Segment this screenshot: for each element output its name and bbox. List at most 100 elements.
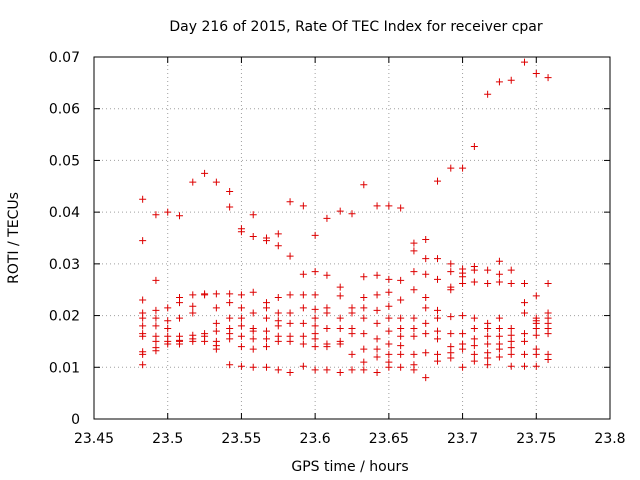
data-point-marker [484, 90, 492, 98]
data-point-marker [311, 366, 319, 374]
data-point-marker [397, 350, 405, 358]
data-point-marker [447, 354, 455, 362]
data-point-marker [470, 335, 478, 343]
data-point-marker [484, 361, 492, 369]
data-point-marker [249, 232, 257, 240]
data-point-marker [385, 340, 393, 348]
data-point-marker [422, 293, 430, 301]
data-point-marker [495, 332, 503, 340]
data-point-marker [212, 304, 220, 312]
data-point-marker [176, 340, 184, 348]
data-point-marker [544, 330, 552, 338]
data-point-marker [410, 239, 418, 247]
data-point-marker [336, 368, 344, 376]
data-point-marker [507, 362, 515, 370]
data-point-marker [336, 314, 344, 322]
data-point-marker [286, 291, 294, 299]
data-point-marker [434, 335, 442, 343]
data-point-marker [299, 362, 307, 370]
data-point-marker [249, 288, 257, 296]
data-point-marker [311, 305, 319, 313]
data-point-marker [360, 181, 368, 189]
data-point-marker [237, 228, 245, 236]
data-point-marker [532, 292, 540, 300]
data-point-marker [459, 312, 467, 320]
data-point-marker [348, 210, 356, 218]
data-point-marker [520, 330, 528, 338]
data-point-marker [152, 347, 160, 355]
data-point-marker [373, 345, 381, 353]
data-point-marker [397, 204, 405, 212]
data-point-marker [422, 304, 430, 312]
data-point-marker [385, 314, 393, 322]
data-point-marker [323, 343, 331, 351]
data-point-marker [434, 314, 442, 322]
data-point-marker [226, 187, 234, 195]
data-point-marker [226, 299, 234, 307]
data-point-marker [397, 276, 405, 284]
x-tick-label: 23.5 [152, 431, 183, 447]
data-point-marker [336, 292, 344, 300]
data-point-marker [262, 343, 270, 351]
data-point-marker [360, 345, 368, 353]
data-point-marker [520, 337, 528, 345]
data-point-marker [484, 332, 492, 340]
data-point-marker [495, 325, 503, 332]
data-point-marker [385, 275, 393, 283]
data-point-marker [237, 314, 245, 322]
data-point-marker [410, 314, 418, 322]
data-point-marker [470, 325, 478, 332]
data-point-marker [507, 337, 515, 345]
data-point-marker [164, 340, 172, 348]
data-point-marker [397, 314, 405, 322]
data-point-marker [484, 325, 492, 332]
data-point-marker [470, 314, 478, 322]
data-point-marker [262, 237, 270, 245]
data-point-marker [299, 332, 307, 340]
y-tick-label: 0.01 [49, 360, 80, 376]
data-point-marker [189, 302, 197, 310]
data-point-marker [484, 280, 492, 288]
data-point-marker [274, 230, 282, 238]
data-point-marker [336, 207, 344, 215]
data-point-marker [495, 353, 503, 361]
data-point-marker [348, 330, 356, 338]
y-tick-label: 0.07 [49, 50, 80, 66]
data-point-marker [237, 322, 245, 330]
data-point-marker [447, 313, 455, 321]
data-point-marker [447, 343, 455, 351]
data-point-marker [410, 332, 418, 340]
data-point-marker [397, 342, 405, 350]
data-point-marker [410, 366, 418, 374]
data-point-marker [249, 309, 257, 317]
data-point-marker [311, 268, 319, 276]
data-point-marker [164, 317, 172, 325]
data-point-marker [274, 309, 282, 317]
data-point-marker [422, 270, 430, 278]
data-point-marker [507, 266, 515, 274]
data-point-marker [495, 278, 503, 286]
y-tick-label: 0.05 [49, 153, 80, 169]
data-point-marker [274, 337, 282, 345]
data-point-marker [495, 78, 503, 86]
data-point-marker [286, 337, 294, 345]
data-point-marker [422, 374, 430, 382]
grid-lines [94, 57, 610, 419]
data-point-marker [262, 363, 270, 371]
data-point-marker [532, 325, 540, 332]
data-point-marker [152, 337, 160, 345]
data-point-marker [139, 322, 147, 330]
data-point-marker [226, 361, 234, 369]
data-point-marker [176, 314, 184, 322]
data-point-marker [311, 335, 319, 343]
data-point-marker [495, 270, 503, 278]
data-point-marker [286, 198, 294, 206]
chart-title: Day 216 of 2015, Rate Of TEC Index for r… [169, 19, 543, 35]
data-point-marker [336, 283, 344, 291]
data-point-marker [532, 350, 540, 358]
data-point-marker [434, 327, 442, 335]
data-point-marker [434, 306, 442, 314]
data-point-marker [226, 314, 234, 322]
data-point-marker [139, 361, 147, 369]
